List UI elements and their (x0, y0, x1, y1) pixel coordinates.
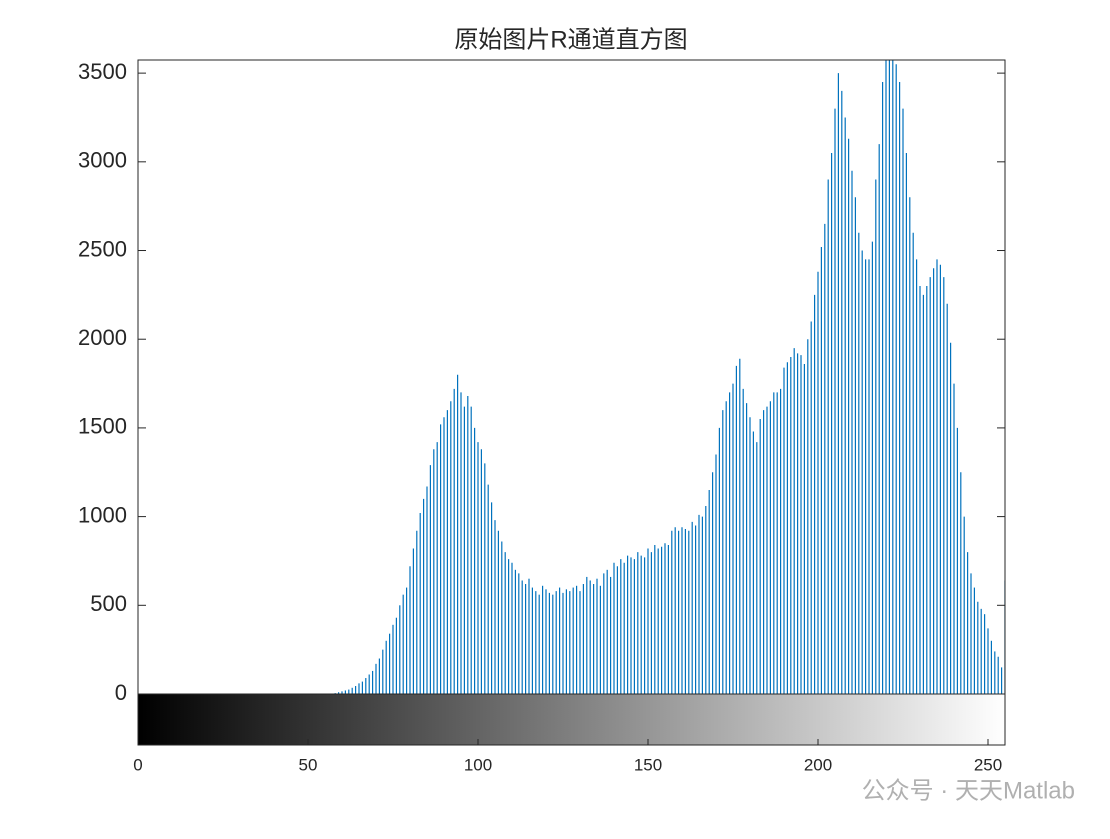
x-tick-label: 50 (299, 755, 318, 774)
chart-title: 原始图片R通道直方图 (454, 26, 687, 53)
colorbar (137, 693, 1006, 746)
y-tick-label: 2000 (78, 325, 127, 350)
watermark: 公众号 · 天天Matlab (862, 777, 1075, 804)
y-tick-label: 500 (90, 591, 127, 616)
y-tick-label: 1500 (78, 414, 127, 439)
x-tick-label: 0 (133, 755, 142, 774)
x-tick-label: 250 (974, 755, 1002, 774)
y-tick-label: 3500 (78, 59, 127, 84)
x-tick-label: 150 (634, 755, 662, 774)
y-tick-label: 2500 (78, 236, 127, 261)
x-tick-label: 200 (804, 755, 832, 774)
y-tick-label: 0 (115, 680, 127, 705)
y-tick-label: 3000 (78, 148, 127, 173)
stems (334, 60, 1005, 694)
y-tick-label: 1000 (78, 502, 127, 527)
x-tick-label: 100 (464, 755, 492, 774)
